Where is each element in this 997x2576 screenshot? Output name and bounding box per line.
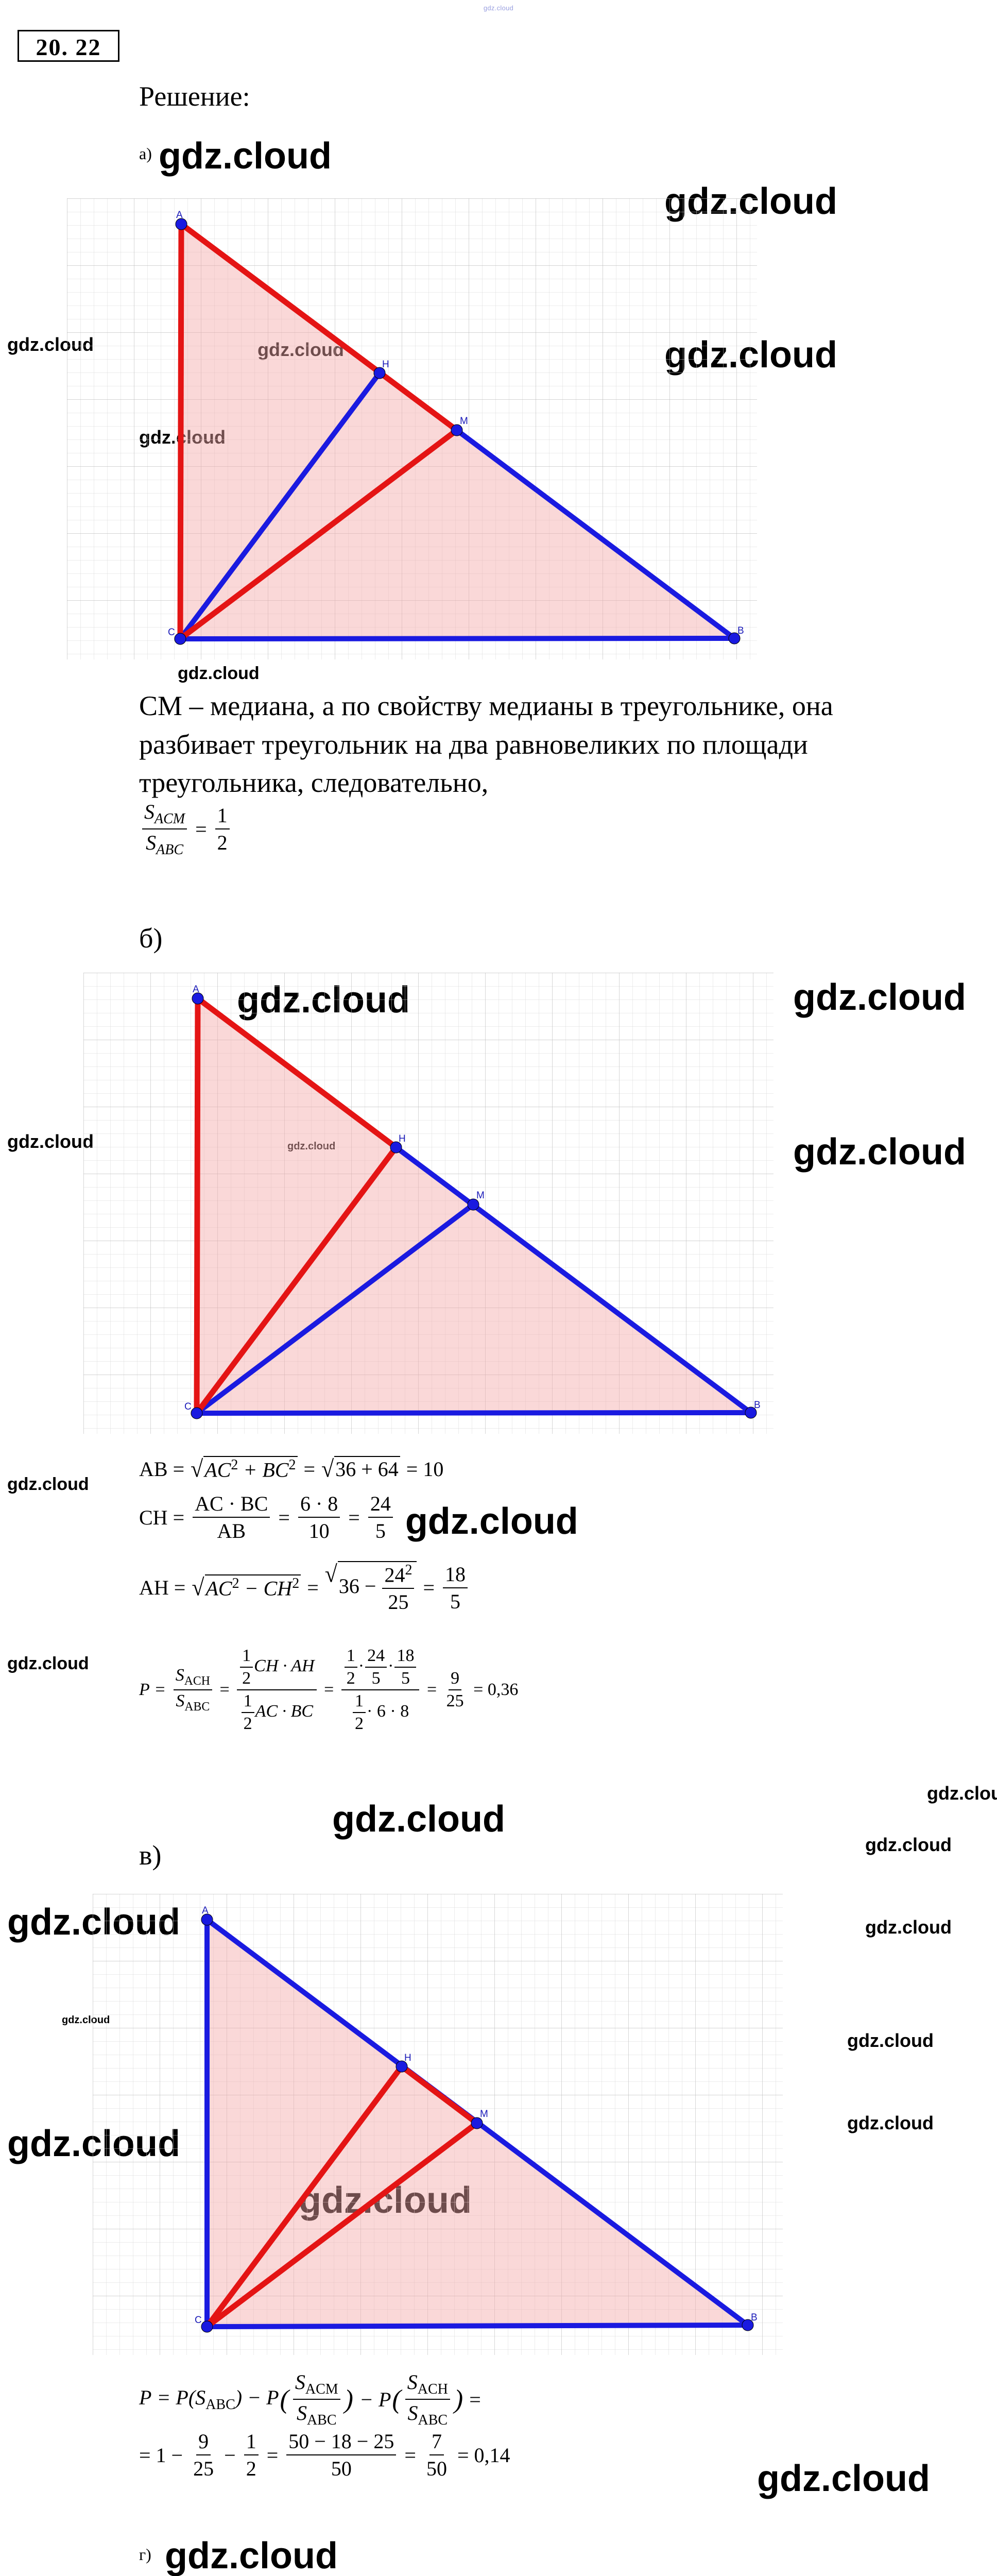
svg-text:M: M — [480, 2109, 488, 2120]
svg-text:H: H — [382, 359, 389, 370]
svg-text:C: C — [195, 2315, 202, 2326]
svg-text:B: B — [754, 1400, 761, 1411]
svg-text:M: M — [460, 416, 468, 427]
svg-text:H: H — [404, 2053, 411, 2063]
svg-text:M: M — [476, 1190, 485, 1201]
svg-text:B: B — [737, 625, 744, 636]
svg-text:H: H — [399, 1133, 406, 1144]
svg-text:C: C — [168, 627, 175, 638]
svg-text:A: A — [202, 1905, 209, 1916]
svg-text:B: B — [751, 2312, 758, 2323]
svg-text:A: A — [193, 984, 199, 995]
svg-text:C: C — [184, 1401, 192, 1412]
svg-text:A: A — [176, 210, 183, 221]
